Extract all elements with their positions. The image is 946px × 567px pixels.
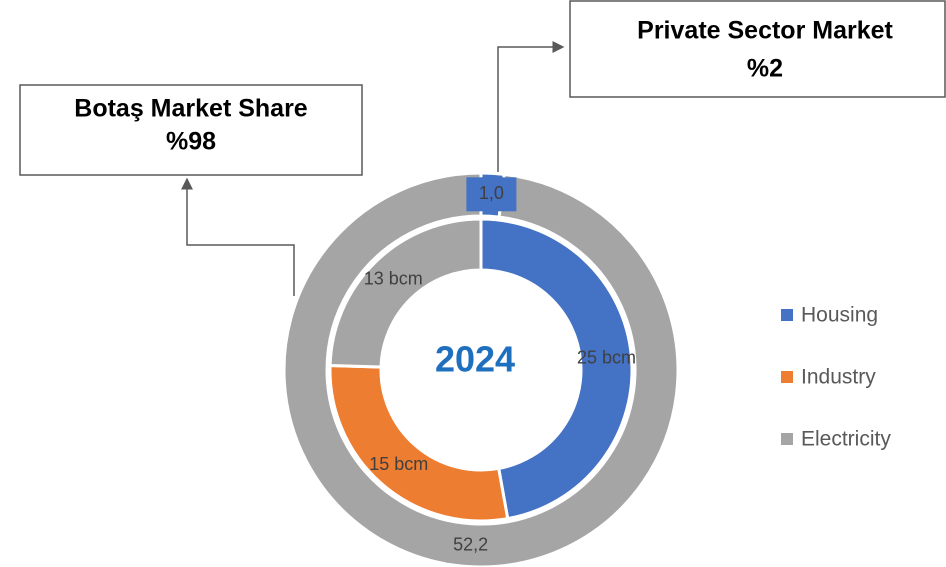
slice xyxy=(328,363,510,523)
data-label: 1,0 xyxy=(479,183,504,203)
center-label: 2024 xyxy=(435,339,515,380)
legend-label: Industry xyxy=(801,366,876,389)
slice xyxy=(328,217,483,369)
annotation-box xyxy=(19,84,363,176)
annotation-box xyxy=(569,0,946,98)
annotation: Botaş Market Share xyxy=(74,95,308,123)
rings xyxy=(282,171,680,567)
label-box xyxy=(466,177,517,212)
annotation: %98 xyxy=(166,128,216,156)
connector xyxy=(497,41,565,172)
legend-label: Housing xyxy=(801,304,878,327)
annotation: Private Sector Market xyxy=(637,17,893,45)
legend-label: Electricity xyxy=(801,428,891,451)
data-label: 15 bcm xyxy=(369,454,428,474)
legend-swatch xyxy=(781,371,793,383)
data-label: 52,2 xyxy=(453,534,488,554)
data-label: 25 bcm xyxy=(577,348,636,368)
slice xyxy=(479,217,634,521)
label-box xyxy=(445,528,496,563)
data-label: 13 bcm xyxy=(364,268,423,288)
legend-swatch xyxy=(781,433,793,445)
slice xyxy=(282,171,680,567)
legend-swatch xyxy=(781,309,793,321)
connector xyxy=(181,177,295,296)
annotation: %2 xyxy=(747,55,783,83)
